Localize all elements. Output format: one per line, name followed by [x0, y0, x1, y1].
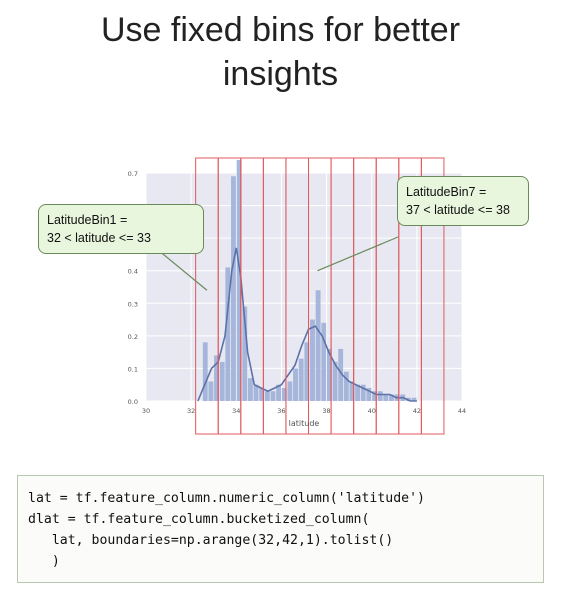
histogram-bar — [304, 342, 310, 401]
x-tick-labels: 30 32 34 36 38 40 42 44 — [142, 407, 466, 415]
histogram-bar — [343, 371, 349, 401]
histogram-bar — [338, 348, 344, 401]
slide-title-line-1: Use fixed bins for better — [100, 11, 461, 49]
code-line: ) — [51, 554, 60, 569]
y-tick-label: 0.1 — [128, 365, 138, 373]
histogram-bar — [321, 322, 327, 401]
y-tick-label: 0.7 — [128, 170, 138, 178]
callout-latitude-bin-7: LatitudeBin7 = 37 < latitude <= 38 — [397, 176, 529, 226]
histogram-bar — [349, 381, 355, 401]
y-tick-label: 0.4 — [128, 268, 138, 276]
slide-title: Use fixed bins for better insights — [0, 8, 561, 96]
histogram-bar — [259, 387, 265, 401]
code-line: lat = tf.feature_column.numeric_column('… — [28, 491, 425, 506]
histogram-bar — [281, 387, 287, 401]
histogram-bar — [366, 387, 372, 401]
x-tick-label: 42 — [413, 407, 421, 415]
callout-latitude-bin-1: LatitudeBin1 = 32 < latitude <= 33 — [38, 204, 204, 254]
y-tick-label: 0.0 — [128, 398, 138, 406]
histogram-bar — [247, 378, 253, 401]
y-tick-label: 0.2 — [128, 333, 138, 341]
histogram-bar — [293, 368, 298, 401]
x-tick-label: 38 — [322, 407, 330, 415]
kde-curve — [197, 247, 417, 402]
callout-left-line-2: 32 < latitude <= 33 — [47, 231, 151, 245]
histogram-bar — [231, 176, 236, 401]
code-line: lat, boundaries=np.arange(32,42,1).tolis… — [51, 533, 394, 548]
callout-right-line-1: LatitudeBin7 = — [406, 185, 487, 199]
x-axis-label: latitude — [289, 419, 320, 428]
bin-boundary-box — [420, 157, 445, 435]
slide-title-line-2: insights — [222, 55, 339, 93]
x-tick-label: 34 — [232, 407, 240, 415]
histogram-bar — [315, 290, 321, 401]
x-tick-label: 30 — [142, 407, 150, 415]
histogram-bar — [270, 391, 276, 401]
callout-right-line-2: 37 < latitude <= 38 — [406, 203, 510, 217]
histogram-bar — [310, 319, 315, 401]
code-line: dlat = tf.feature_column.bucketized_colu… — [28, 512, 370, 527]
histogram-bar — [355, 384, 361, 401]
histogram-bar — [332, 361, 338, 401]
code-text: lat = tf.feature_column.numeric_column('… — [28, 488, 543, 572]
histogram-bar — [287, 381, 293, 401]
bin-boundaries — [195, 157, 445, 435]
histogram-bar — [264, 391, 270, 401]
callout-pointer-right — [317, 236, 399, 272]
histogram-bar — [360, 384, 366, 401]
x-tick-label: 40 — [368, 407, 376, 415]
y-tick-label: 0.3 — [128, 300, 138, 308]
code-block: lat = tf.feature_column.numeric_column('… — [17, 475, 544, 583]
x-tick-label: 32 — [187, 407, 195, 415]
histogram-bar — [202, 342, 208, 401]
histogram-bar — [219, 361, 225, 401]
histogram-bar — [298, 358, 304, 401]
histogram-bars — [202, 159, 417, 401]
histogram-bar — [411, 397, 417, 401]
histogram-bar — [389, 394, 394, 401]
x-tick-label: 44 — [458, 407, 466, 415]
histogram-bar — [225, 267, 231, 401]
histogram-bar — [214, 355, 219, 401]
histogram-bar — [383, 394, 389, 401]
histogram-bar — [326, 348, 332, 401]
histogram-bar — [276, 384, 282, 401]
histogram-bar — [242, 306, 248, 401]
histogram-bar — [236, 159, 242, 401]
histogram-bar — [253, 384, 259, 401]
x-tick-label: 36 — [277, 407, 285, 415]
callout-left-line-1: LatitudeBin1 = — [47, 213, 128, 227]
histogram-bar — [208, 381, 214, 401]
histogram-bar — [372, 391, 377, 401]
histogram-bar — [377, 391, 383, 401]
